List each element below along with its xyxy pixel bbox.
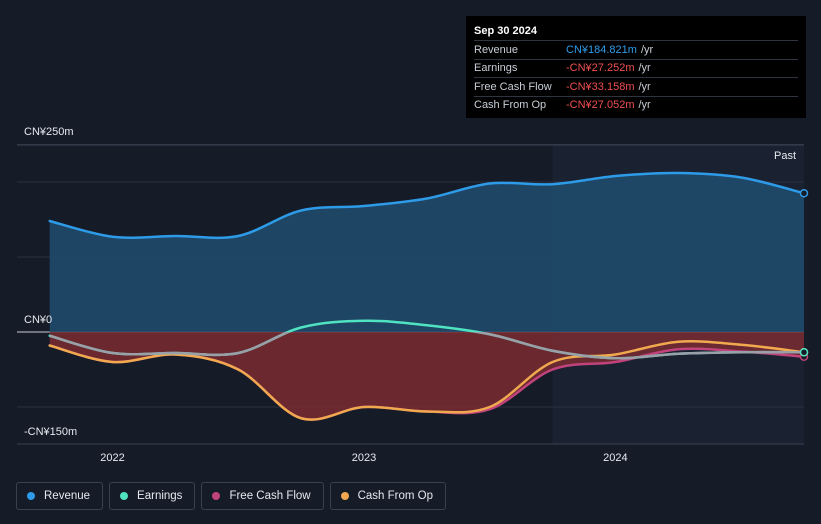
end-marker-earnings: [799, 348, 809, 357]
legend-dot-icon: [27, 492, 35, 500]
tooltip-unit: /yr: [640, 43, 654, 56]
end-marker-revenue: [799, 189, 809, 198]
legend-label: Revenue: [44, 490, 91, 502]
tooltip-row-earnings: Earnings -CN¥27.252m /yr: [474, 58, 798, 78]
tooltip-value: -CN¥33.158m: [566, 80, 635, 93]
legend-item-cfo[interactable]: Cash From Op: [329, 482, 447, 510]
x-tick-label: 2022: [100, 452, 124, 464]
x-tick-label: 2024: [603, 452, 627, 464]
tooltip-unit: /yr: [638, 80, 651, 93]
tooltip-row-cfo: Cash From Op -CN¥27.052m /yr: [474, 95, 798, 115]
chart-legend: Revenue Earnings Free Cash Flow Cash Fro…: [16, 482, 447, 510]
tooltip-label: Free Cash Flow: [474, 80, 552, 93]
y-tick-label-bottom: -CN¥150m: [24, 426, 78, 438]
tooltip-label: Cash From Op: [474, 99, 547, 112]
tooltip-value: -CN¥27.052m: [566, 99, 635, 112]
legend-label: Earnings: [137, 490, 183, 502]
legend-dot-icon: [340, 492, 349, 500]
past-label: Past: [774, 150, 797, 162]
series-line-earnings-negative: [49, 332, 804, 360]
tooltip-unit: /yr: [638, 62, 651, 75]
legend-label: Free Cash Flow: [229, 490, 311, 502]
y-tick-label-zero: CN¥0: [24, 314, 53, 326]
data-tooltip: Sep 30 2024 Revenue CN¥184.821m /yr Earn…: [466, 16, 806, 118]
tooltip-date: Sep 30 2024: [474, 25, 537, 37]
legend-item-earnings[interactable]: Earnings: [109, 482, 196, 510]
legend-label: Cash From Op: [357, 490, 434, 502]
tooltip-row-revenue: Revenue CN¥184.821m /yr: [474, 40, 798, 59]
tooltip-unit: /yr: [638, 99, 651, 112]
tooltip-row-fcf: Free Cash Flow -CN¥33.158m /yr: [474, 77, 798, 96]
legend-item-revenue[interactable]: Revenue: [16, 482, 104, 510]
tooltip-value: -CN¥27.252m: [566, 62, 635, 75]
y-tick-label-top: CN¥250m: [24, 126, 74, 138]
legend-item-fcf[interactable]: Free Cash Flow: [201, 482, 324, 510]
tooltip-value: CN¥184.821m: [566, 43, 637, 56]
tooltip-label: Revenue: [474, 43, 519, 56]
revenue-area: [49, 172, 805, 332]
series-line-cfo: [48, 340, 806, 421]
series-line-revenue: [48, 171, 806, 240]
legend-dot-icon: [212, 492, 221, 500]
legend-dot-icon: [120, 492, 129, 500]
x-tick-label: 2023: [352, 452, 376, 464]
tooltip-label: Earnings: [474, 62, 518, 75]
